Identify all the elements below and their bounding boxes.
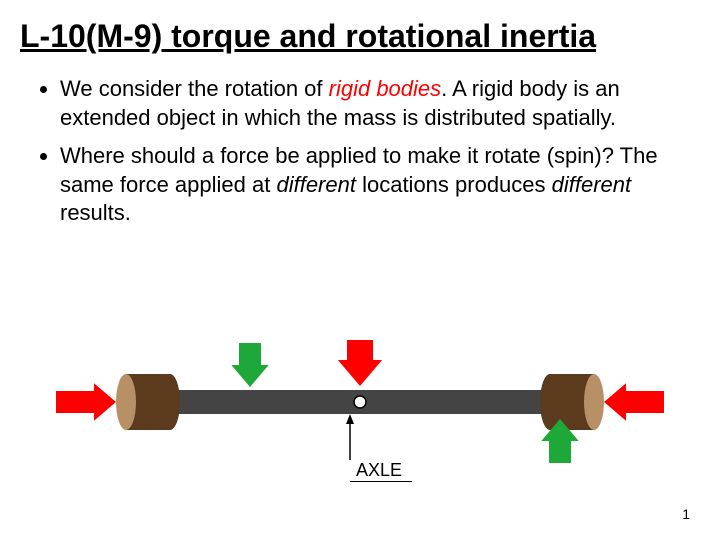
arrow-horiz_right bbox=[604, 383, 664, 420]
arrow-red_center bbox=[338, 340, 382, 386]
bullet-2-em1: different bbox=[276, 172, 356, 197]
cyl-right-face bbox=[584, 374, 604, 430]
arrow-green_left bbox=[231, 343, 268, 387]
cylinder-right bbox=[540, 374, 604, 430]
page-number: 1 bbox=[682, 506, 690, 522]
bullet-2-mid: locations produces bbox=[356, 172, 552, 197]
bullet-1-em: rigid bodies bbox=[329, 76, 442, 101]
bullet-list: We consider the rotation of rigid bodies… bbox=[0, 63, 720, 228]
cyl-left-face-back bbox=[160, 374, 180, 430]
bullet-1: We consider the rotation of rigid bodies… bbox=[60, 75, 680, 132]
cyl-left-face bbox=[116, 374, 136, 430]
axle-diagram bbox=[0, 340, 720, 520]
cylinder-left bbox=[116, 374, 180, 430]
cyl-right-face-back bbox=[540, 374, 560, 430]
bullet-2: Where should a force be applied to make … bbox=[60, 142, 680, 228]
axle-label: AXLE bbox=[350, 460, 412, 482]
bullet-2-em2: different bbox=[552, 172, 632, 197]
pivot-circle bbox=[354, 396, 366, 408]
bullet-2-post: results. bbox=[60, 200, 131, 225]
arrow-horiz_left bbox=[56, 383, 116, 420]
axle-pointer bbox=[346, 414, 354, 460]
bullet-1-pre: We consider the rotation of bbox=[60, 76, 329, 101]
page-title: L-10(M-9) torque and rotational inertia bbox=[0, 0, 720, 63]
